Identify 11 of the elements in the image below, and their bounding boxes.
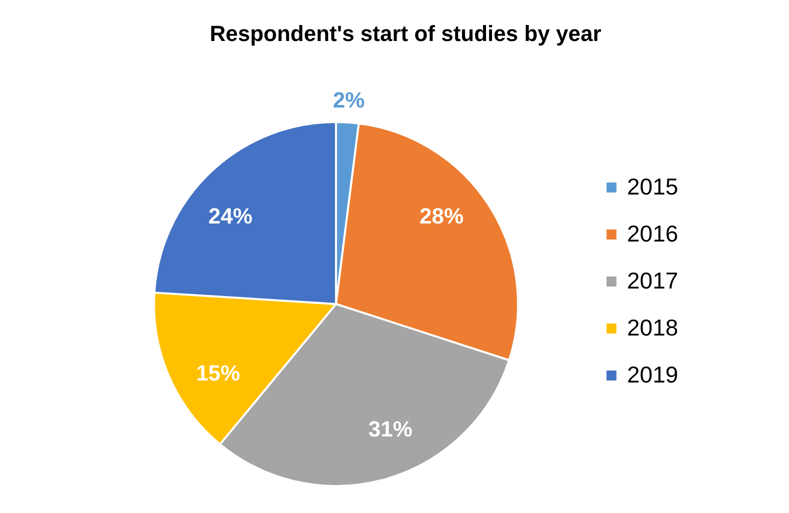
legend-label: 2016 [627,220,678,246]
chart-title: Respondent's start of studies by year [210,21,602,46]
legend-label: 2019 [627,362,678,388]
data-label: 31% [368,416,412,442]
legend-label: 2015 [627,174,678,200]
data-label: 15% [196,360,240,386]
data-label: 24% [208,204,252,229]
data-label: 2% [332,87,365,112]
legend-label: 2018 [627,314,678,340]
data-label: 28% [420,204,464,229]
legend-label: 2017 [627,268,678,294]
